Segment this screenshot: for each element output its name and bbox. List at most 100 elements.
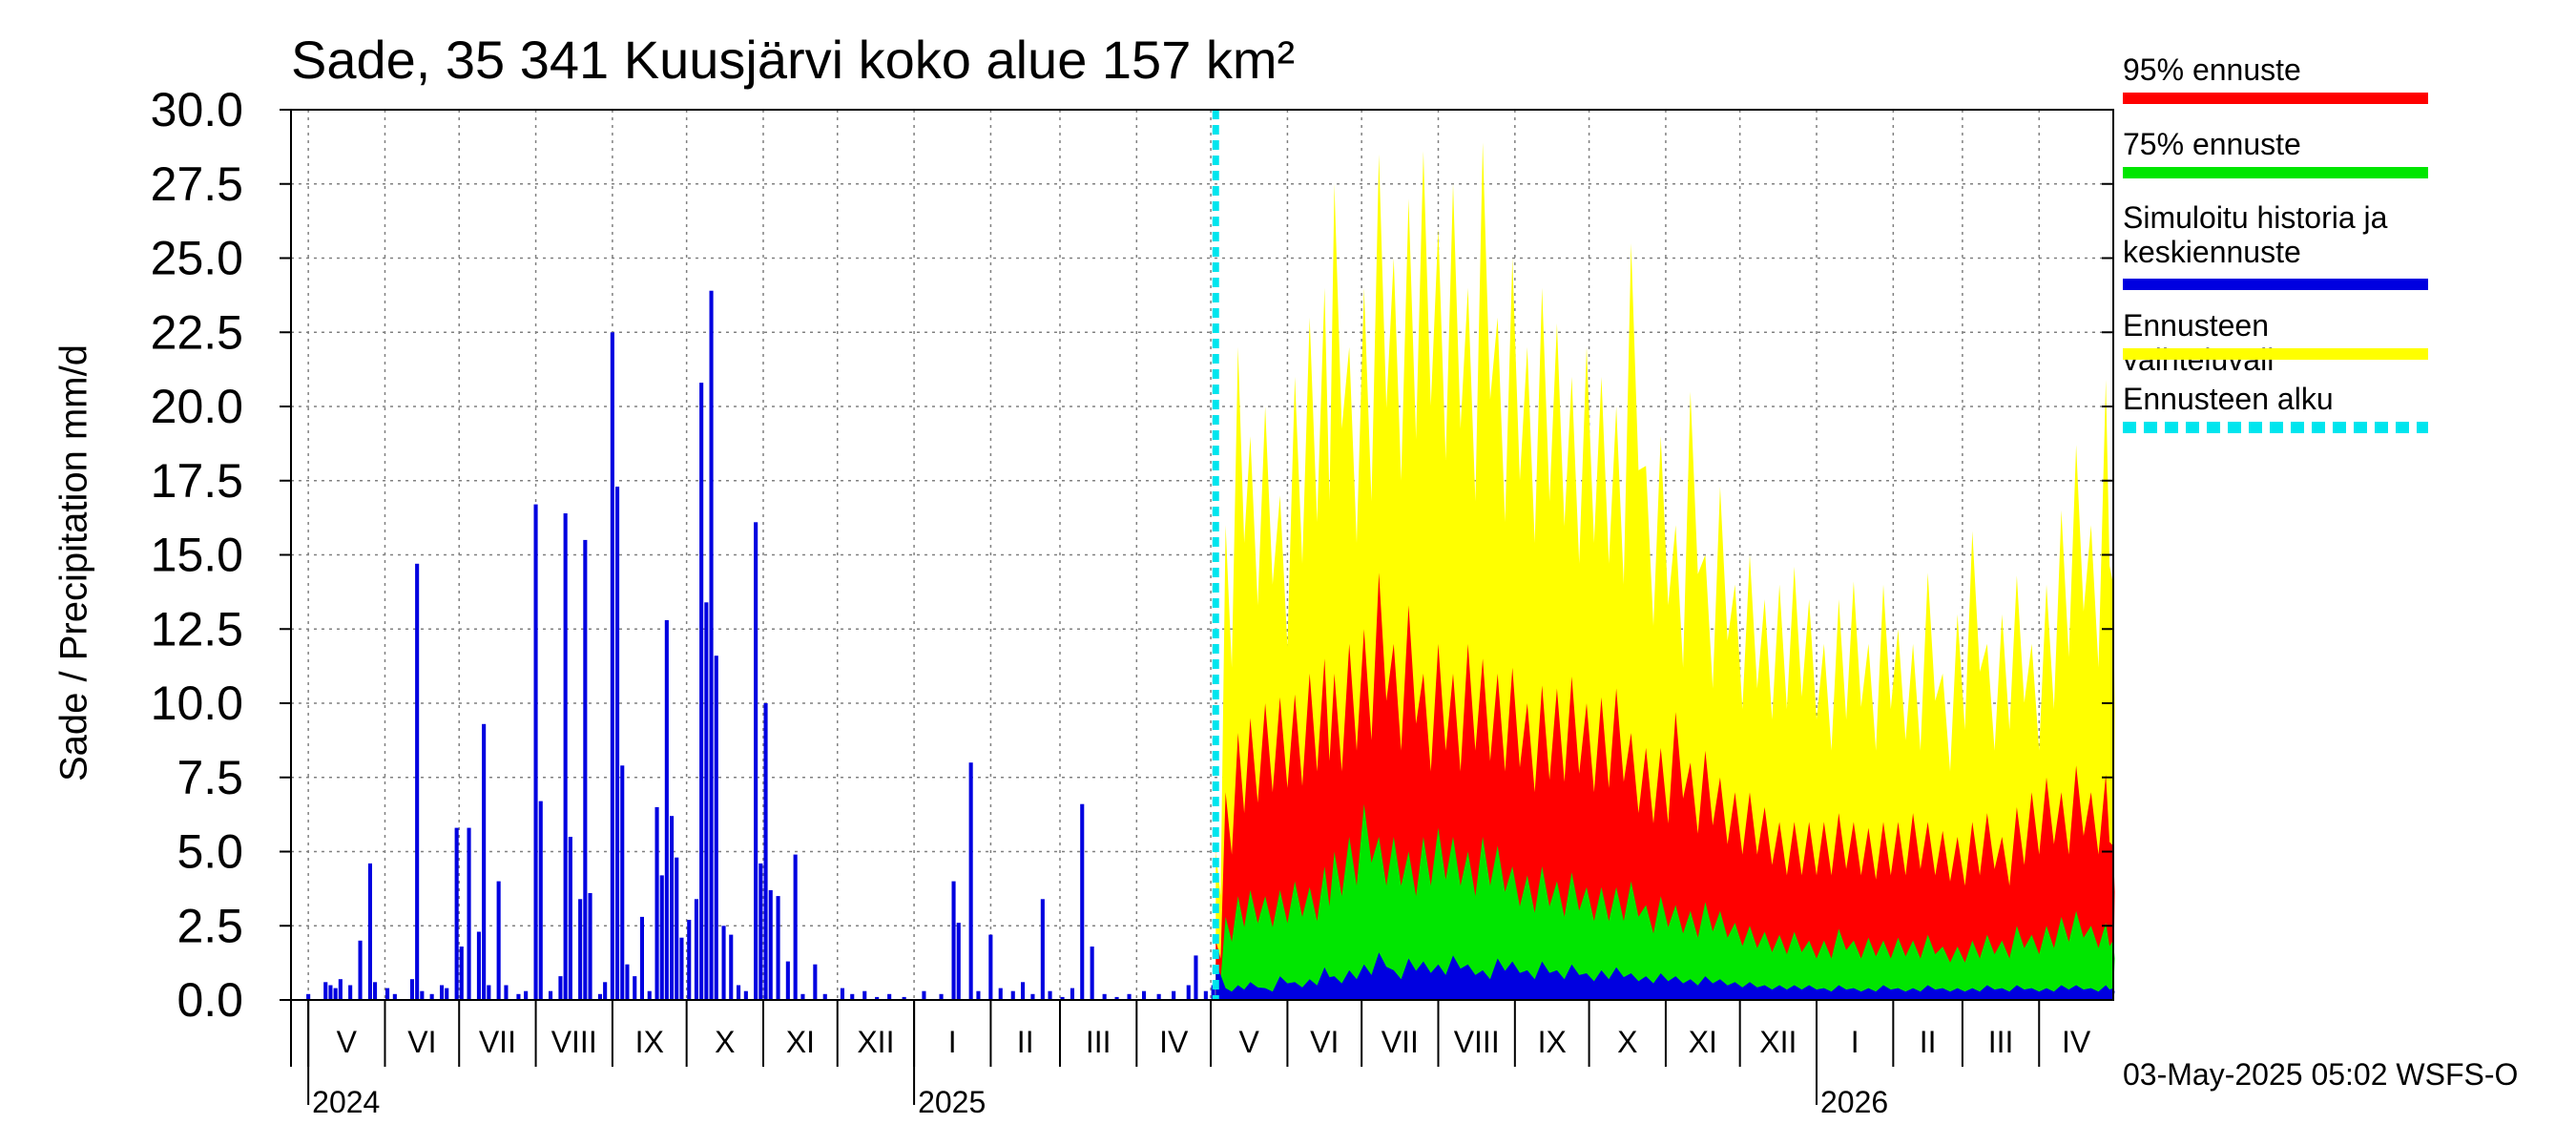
history-bar [737, 985, 741, 1000]
history-bar [625, 964, 630, 1000]
history-bar [583, 539, 588, 1000]
history-bar [306, 993, 311, 1000]
legend-label-95: 95% ennuste [2123, 52, 2301, 87]
history-bar [504, 985, 509, 1000]
y-tick-label: 17.5 [151, 454, 243, 508]
x-year-label: 2025 [918, 1085, 986, 1119]
history-bar [415, 563, 420, 1000]
history-bar [620, 765, 625, 1000]
history-bar [440, 985, 445, 1000]
legend-swatch-forecast-start [2123, 422, 2428, 433]
x-month-label: II [1920, 1025, 1937, 1059]
history-bar [639, 916, 644, 1000]
y-tick-label: 5.0 [177, 825, 243, 879]
x-month-label: III [1086, 1025, 1111, 1059]
legend-item-75: 75% ennuste [2123, 127, 2428, 178]
history-bar [840, 988, 844, 1000]
legend-item-forecast-start: Ennusteen alku [2123, 382, 2428, 433]
history-bar [968, 762, 973, 1000]
x-month-label: XI [786, 1025, 815, 1059]
history-bar [487, 985, 491, 1000]
history-bar [1156, 993, 1161, 1000]
timestamp-footer: 03-May-2025 05:02 WSFS-O [2123, 1057, 2519, 1092]
x-month-label: VIII [1454, 1025, 1500, 1059]
history-bar [482, 723, 487, 1000]
y-tick-label: 0.0 [177, 973, 243, 1027]
history-bar [704, 602, 709, 1000]
history-bar [956, 923, 961, 1000]
history-bar [476, 931, 481, 1000]
history-bar [516, 993, 521, 1000]
y-axis-label: Sade / Precipitation mm/d [52, 344, 95, 781]
history-bar [664, 619, 669, 1000]
history-bar [776, 896, 780, 1000]
y-tick-label: 27.5 [151, 157, 243, 211]
history-bar [1021, 982, 1026, 1000]
history-bar [588, 893, 592, 1000]
history-bar [1080, 803, 1085, 1000]
history-bar [420, 990, 425, 1000]
history-bar [1172, 990, 1176, 1000]
history-bar [768, 889, 773, 1000]
history-bar [496, 881, 501, 1000]
history-bar [1194, 955, 1198, 1000]
history-bar [670, 816, 675, 1000]
history-bar [597, 993, 602, 1000]
history-bar [793, 854, 798, 1000]
history-bar [578, 899, 583, 1000]
history-bar [763, 703, 768, 1000]
history-bar [721, 926, 726, 1001]
x-month-label: XII [857, 1025, 894, 1059]
history-bar [743, 990, 748, 1000]
history-bar [1010, 990, 1015, 1000]
history-bar [385, 988, 390, 1000]
x-month-label: IV [2062, 1025, 2091, 1059]
legend-label-history: Simuloitu historia ja keskiennuste [2123, 200, 2388, 269]
history-bar [714, 656, 718, 1000]
history-bar [679, 937, 684, 1000]
history-bar [429, 993, 434, 1000]
history-bar [558, 976, 563, 1000]
history-bar [533, 504, 538, 1000]
x-month-label: I [1851, 1025, 1859, 1059]
history-bar [392, 993, 397, 1000]
forecast-band-simuloitu [1215, 952, 2115, 1000]
history-bar [459, 947, 464, 1000]
history-bar [1186, 985, 1191, 1000]
x-month-label: IV [1159, 1025, 1189, 1059]
x-month-label: VIII [551, 1025, 597, 1059]
chart-title: Sade, 35 341 Kuusjärvi koko alue 157 km² [291, 30, 1296, 90]
history-bar [1040, 899, 1045, 1000]
y-tick-label: 20.0 [151, 380, 243, 433]
history-bar [1090, 947, 1094, 1000]
legend-item-95: 95% ennuste [2123, 52, 2428, 104]
history-bar [675, 857, 679, 1000]
history-bar [338, 979, 343, 1000]
history-bar [373, 982, 378, 1000]
x-month-label: II [1017, 1025, 1034, 1059]
history-bar [758, 863, 763, 1000]
history-bar [1142, 990, 1147, 1000]
history-bar [358, 940, 363, 1000]
history-bar [976, 990, 981, 1000]
y-tick-label: 22.5 [151, 305, 243, 359]
history-bar [875, 996, 880, 1000]
history-bar [754, 522, 758, 1000]
history-bar [333, 988, 338, 1000]
history-bar [951, 881, 956, 1000]
legend-swatch-75 [2123, 167, 2428, 178]
history-bar [699, 383, 704, 1001]
history-bar [328, 985, 333, 1000]
history-bar [1048, 990, 1052, 1000]
history-bar [785, 961, 790, 1000]
x-month-label: VI [407, 1025, 436, 1059]
history-bar [922, 990, 926, 1000]
history-bar [367, 863, 372, 1000]
y-tick-label: 25.0 [151, 232, 243, 285]
y-tick-label: 2.5 [177, 899, 243, 952]
history-bar [454, 827, 459, 1000]
history-bar [348, 985, 353, 1000]
x-month-label: VII [1381, 1025, 1419, 1059]
history-bar [1060, 996, 1065, 1000]
y-tick-label: 15.0 [151, 529, 243, 582]
